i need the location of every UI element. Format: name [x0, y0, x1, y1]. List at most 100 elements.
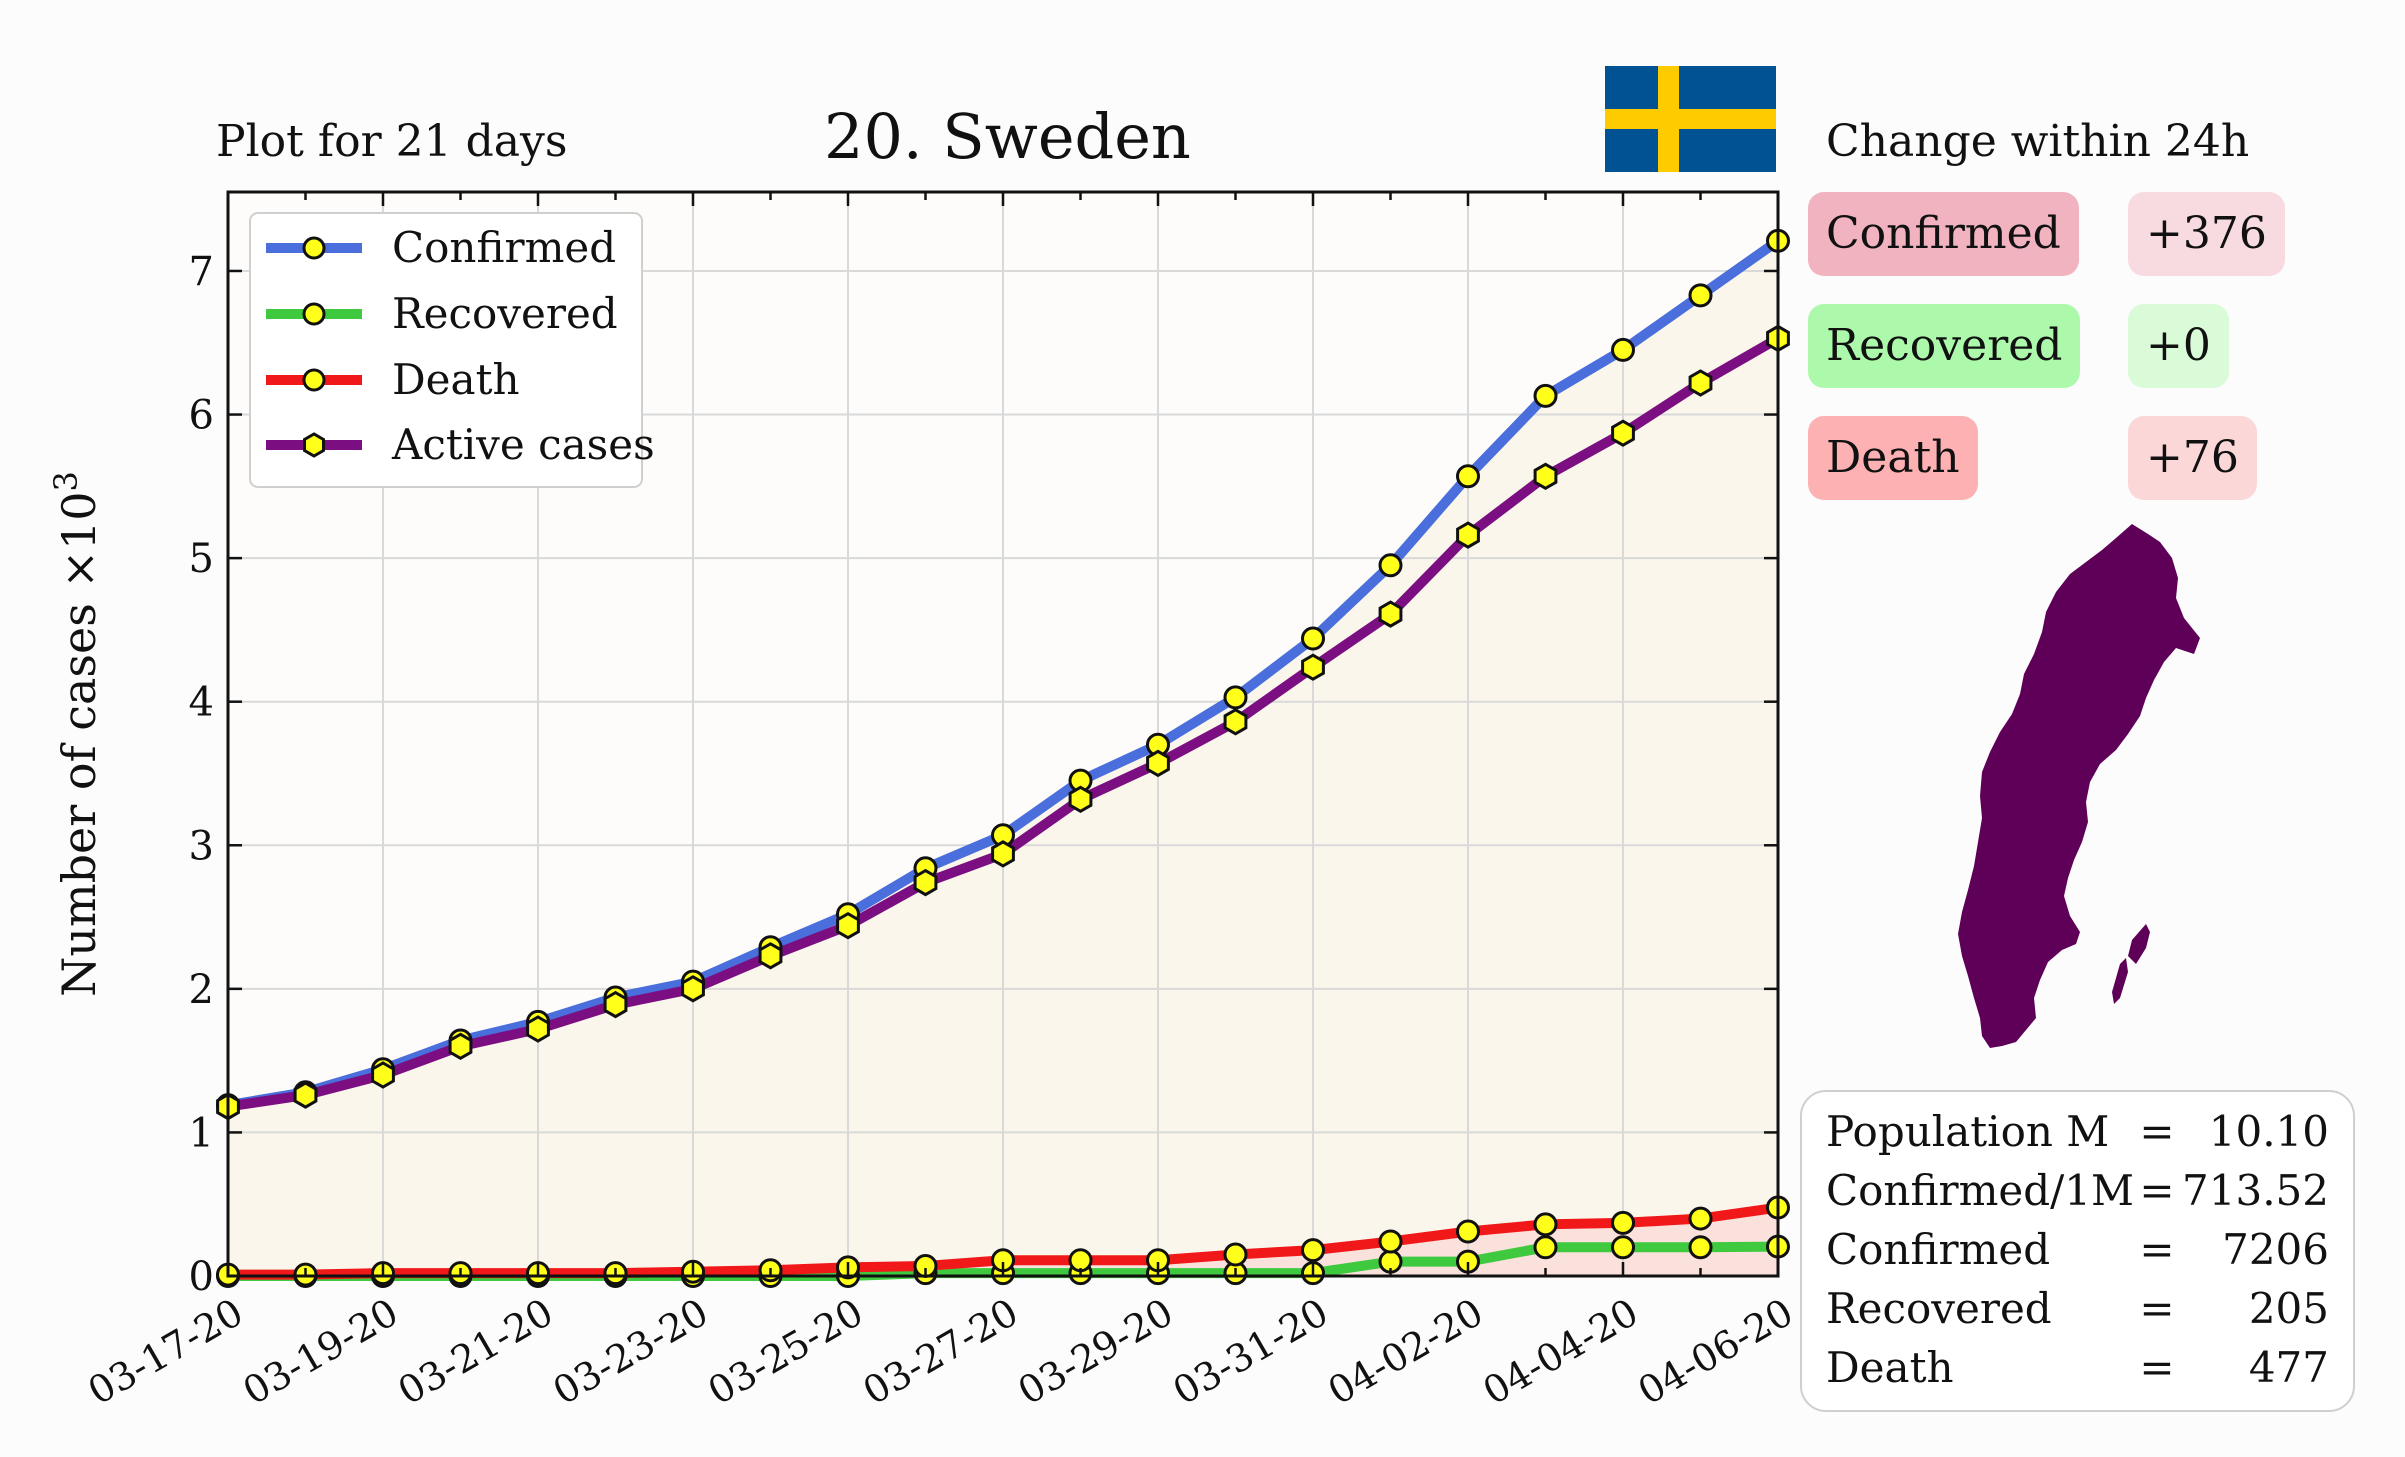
data-point: [1301, 1238, 1325, 1263]
data-point: [991, 840, 1015, 868]
data-point: [371, 1061, 395, 1089]
legend-marker: [302, 368, 326, 392]
stat-eq: =: [2139, 1343, 2175, 1392]
change-label-recovered: Recovered: [1808, 304, 2081, 388]
data-point: [1301, 626, 1325, 651]
stat-value: 477: [2248, 1343, 2329, 1392]
stat-label: Confirmed: [1826, 1225, 2051, 1274]
data-point: [1533, 1212, 1558, 1237]
stats-box: Population M = 10.10 Confirmed/1M = 713.52 Con…: [1800, 1090, 2355, 1412]
data-point: [1611, 419, 1635, 447]
data-point: [1068, 785, 1093, 814]
stat-eq: =: [2139, 1284, 2175, 1333]
chart-title: 20. Sweden: [824, 100, 1191, 173]
stat-value: 205: [2248, 1284, 2329, 1333]
legend-marker: [303, 432, 325, 458]
data-point: [1378, 1229, 1403, 1254]
x-tick-label: 04-06-20: [1631, 1290, 1801, 1413]
change-label-confirmed: Confirmed: [1808, 192, 2079, 276]
stat-eq: =: [2139, 1166, 2175, 1215]
x-tick-label: 04-04-20: [1476, 1290, 1646, 1413]
y-tick-label: 4: [189, 680, 214, 726]
stat-row: Population M = 10.10: [1826, 1102, 2329, 1161]
data-point: [1456, 521, 1480, 549]
sweden-map-shape: [1958, 524, 2200, 1048]
legend-label: Death: [392, 355, 520, 404]
data-point: [1223, 685, 1248, 710]
change-value-confirmed: +376: [2128, 192, 2285, 276]
y-tick-label: 1: [189, 1110, 214, 1156]
x-tick-label: 03-25-20: [701, 1290, 871, 1413]
x-tick-label: 03-21-20: [391, 1290, 561, 1413]
stat-label: Recovered: [1826, 1284, 2052, 1333]
x-tick-label: 03-23-20: [546, 1290, 716, 1413]
change-value-recovered: +0: [2128, 304, 2229, 388]
data-point: [448, 1032, 473, 1061]
stat-eq: =: [2139, 1225, 2175, 1274]
legend-box: [249, 212, 643, 488]
y-axis-label-text: Number of cases ×10: [52, 491, 106, 996]
change-value-death: +76: [2128, 416, 2257, 500]
flag-cross-horizontal: [1605, 109, 1776, 129]
change-title: Change within 24h: [1826, 116, 2250, 167]
data-point: [1688, 369, 1713, 397]
data-point: [1688, 1235, 1713, 1260]
data-point: [1533, 1235, 1558, 1260]
data-point: [1456, 1219, 1480, 1244]
y-axis-label-exponent: 3: [47, 471, 85, 491]
change-label-death: Death: [1808, 416, 1978, 500]
data-point: [1456, 464, 1480, 489]
gotland-island: [2128, 924, 2150, 964]
data-point: [1223, 1242, 1248, 1267]
stat-value: 7206: [2222, 1225, 2329, 1274]
y-tick-label: 7: [189, 249, 214, 295]
data-point: [1688, 1206, 1713, 1231]
x-tick-label: 03-27-20: [856, 1290, 1026, 1413]
plot-subtitle: Plot for 21 days: [216, 116, 568, 167]
stat-row: Death = 477: [1826, 1338, 2329, 1397]
x-tick-label: 03-17-20: [81, 1290, 251, 1413]
data-point: [293, 1081, 318, 1109]
data-point: [913, 868, 938, 897]
data-point: [1223, 708, 1248, 736]
y-tick-label: 0: [189, 1254, 214, 1300]
legend-marker: [302, 236, 326, 260]
data-point: [1611, 1210, 1635, 1235]
stat-value: 10.10: [2208, 1107, 2329, 1156]
x-tick-label: 04-02-20: [1321, 1290, 1491, 1413]
y-tick-label: 6: [189, 393, 214, 439]
stat-row: Confirmed/1M = 713.52: [1826, 1161, 2329, 1220]
sweden-flag: [1605, 66, 1776, 172]
y-tick-label: 5: [189, 536, 214, 582]
x-tick-label: 03-31-20: [1166, 1290, 1336, 1413]
legend-label: Confirmed: [392, 223, 616, 272]
x-tick-label: 03-29-20: [1011, 1290, 1181, 1413]
data-point: [1611, 1235, 1635, 1260]
x-tick-label: 03-19-20: [236, 1290, 406, 1413]
stat-eq: =: [2139, 1107, 2175, 1156]
data-point: [603, 990, 628, 1019]
oland-island: [2112, 958, 2128, 1004]
data-point: [1533, 383, 1558, 408]
data-point: [1378, 553, 1403, 578]
y-tick-label: 3: [189, 823, 214, 869]
legend-marker: [302, 302, 326, 326]
legend: Confirmed Recovered Death Active cases: [249, 212, 655, 488]
data-point: [1378, 600, 1403, 628]
sweden-map: [1958, 524, 2200, 1048]
stat-row: Recovered = 205: [1826, 1279, 2329, 1338]
data-point: [1301, 653, 1325, 681]
stat-label: Confirmed/1M: [1826, 1166, 2135, 1215]
legend-label: Active cases: [391, 420, 655, 469]
legend-label: Recovered: [392, 289, 618, 338]
y-axis-label: Number of cases ×103: [47, 471, 106, 997]
stat-label: Death: [1826, 1343, 1954, 1392]
data-point: [758, 942, 783, 970]
stat-label: Population M: [1826, 1107, 2110, 1156]
data-point: [681, 975, 705, 1003]
data-point: [1533, 462, 1558, 491]
data-point: [1611, 337, 1635, 362]
data-point: [1068, 1248, 1093, 1273]
data-point: [1688, 283, 1713, 308]
